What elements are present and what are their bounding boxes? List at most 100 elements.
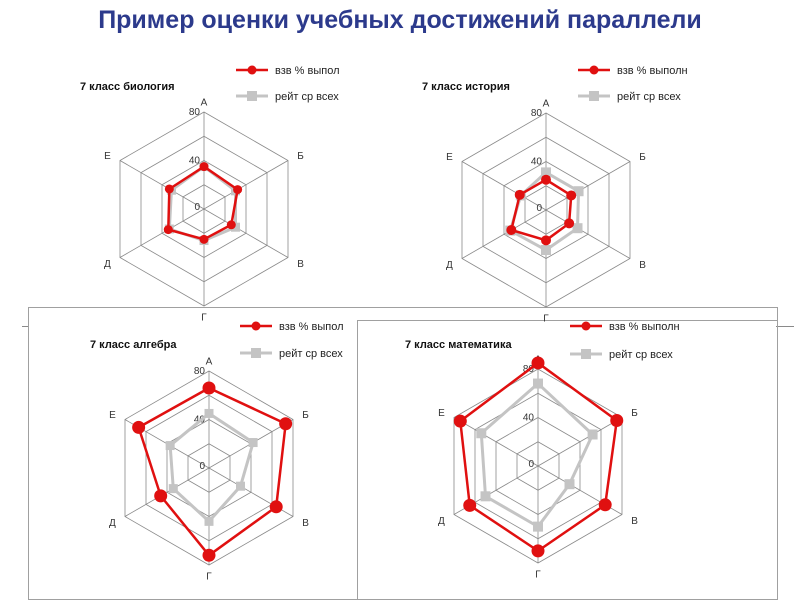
axis-tick-label: 40 xyxy=(523,413,535,424)
legend-label: рейт ср всех xyxy=(617,91,681,103)
page-title: Пример оценки учебных достижений паралле… xyxy=(98,6,702,34)
data-point-red xyxy=(163,225,173,235)
category-label: А xyxy=(206,356,213,367)
category-label: Д xyxy=(438,516,445,527)
data-point-grey xyxy=(572,223,583,234)
chart-title: 7 класс математика xyxy=(405,339,512,351)
grid-spoke xyxy=(203,208,289,258)
data-point-red xyxy=(541,174,551,185)
data-point-grey xyxy=(573,186,584,197)
data-point-grey xyxy=(533,378,543,389)
data-point-grey xyxy=(541,245,551,256)
category-label: Б xyxy=(297,151,304,162)
grid-spoke xyxy=(119,160,205,210)
data-point-grey xyxy=(533,521,543,532)
data-point-red xyxy=(279,417,293,431)
axis-tick-label: 0 xyxy=(194,202,200,213)
grid-spoke xyxy=(119,208,205,258)
category-label: Е xyxy=(446,152,453,163)
category-label: Б xyxy=(639,152,646,163)
axis-tick-label: 80 xyxy=(531,108,543,119)
data-point-red xyxy=(132,420,146,434)
data-point-grey xyxy=(204,408,214,418)
grid-spoke xyxy=(545,161,631,211)
category-label: Г xyxy=(535,570,541,581)
data-point-red xyxy=(463,498,477,512)
legend-marker-grey xyxy=(589,91,599,101)
legend-label: взв % выполн xyxy=(609,321,680,333)
legend-marker-red xyxy=(251,321,261,331)
chart-title: 7 класс алгебра xyxy=(90,339,177,351)
data-point-grey xyxy=(231,222,241,232)
category-label: Г xyxy=(201,313,207,324)
category-label: В xyxy=(302,518,309,529)
legend-marker-grey xyxy=(251,348,261,358)
data-point-grey xyxy=(587,429,598,440)
grid-spoke xyxy=(461,161,547,211)
legend-label: рейт ср всех xyxy=(275,91,339,103)
grid-spoke xyxy=(537,417,623,467)
category-label: Г xyxy=(206,572,212,583)
legend-marker-red xyxy=(589,65,599,75)
data-point-red xyxy=(233,185,243,195)
legend-label: взв % выпол xyxy=(279,321,344,333)
data-point-red xyxy=(202,381,216,395)
category-label: Е xyxy=(109,410,116,421)
data-point-grey xyxy=(204,516,214,526)
data-point-red xyxy=(154,489,168,503)
data-point-grey xyxy=(165,441,175,451)
legend-label: взв % выпол xyxy=(275,65,340,77)
data-point-red xyxy=(564,218,575,229)
data-point-red xyxy=(199,162,209,172)
axis-tick-label: 0 xyxy=(536,203,542,214)
category-label: Д xyxy=(109,518,116,529)
data-point-red xyxy=(598,498,612,512)
separator-line-right xyxy=(776,326,794,327)
data-point-red xyxy=(566,190,577,201)
category-label: В xyxy=(297,259,304,270)
legend-label: взв % выполн xyxy=(617,65,688,77)
data-point-grey xyxy=(476,428,487,439)
data-point-red xyxy=(226,220,236,230)
category-label: Е xyxy=(104,151,111,162)
grid-spoke xyxy=(124,467,210,517)
data-point-red xyxy=(506,225,517,236)
grid-spoke xyxy=(461,209,547,259)
data-point-grey xyxy=(248,438,258,448)
axis-tick-label: 0 xyxy=(528,459,534,470)
axis-tick-label: 80 xyxy=(189,107,201,118)
data-point-red xyxy=(164,184,174,194)
category-label: А xyxy=(543,98,550,109)
data-point-red xyxy=(610,414,624,428)
data-point-red xyxy=(531,544,545,558)
axis-tick-label: 80 xyxy=(194,366,206,377)
grid-spoke xyxy=(453,417,539,467)
axis-tick-label: 40 xyxy=(189,156,201,167)
chart-title: 7 класс биология xyxy=(80,81,175,93)
category-label: В xyxy=(639,260,646,271)
axis-tick-label: 40 xyxy=(531,157,543,168)
data-point-red xyxy=(453,414,467,428)
grid-spoke xyxy=(203,160,289,210)
legend-label: рейт ср всех xyxy=(279,348,343,360)
category-label: Г xyxy=(543,314,549,325)
data-point-grey xyxy=(564,479,575,490)
legend-label: рейт ср всех xyxy=(609,349,673,361)
separator-line-left xyxy=(22,326,28,327)
data-point-grey xyxy=(541,167,551,178)
category-label: Б xyxy=(631,408,638,419)
data-point-red xyxy=(269,500,283,514)
axis-tick-label: 0 xyxy=(199,461,205,472)
category-label: Д xyxy=(446,260,453,271)
data-point-red xyxy=(514,189,525,200)
category-label: А xyxy=(201,97,208,108)
data-point-red xyxy=(199,234,209,244)
category-label: Б xyxy=(302,410,309,421)
data-point-red xyxy=(541,235,551,246)
grid-spoke xyxy=(545,209,631,259)
category-label: Е xyxy=(438,408,445,419)
legend-marker-grey xyxy=(247,91,257,101)
